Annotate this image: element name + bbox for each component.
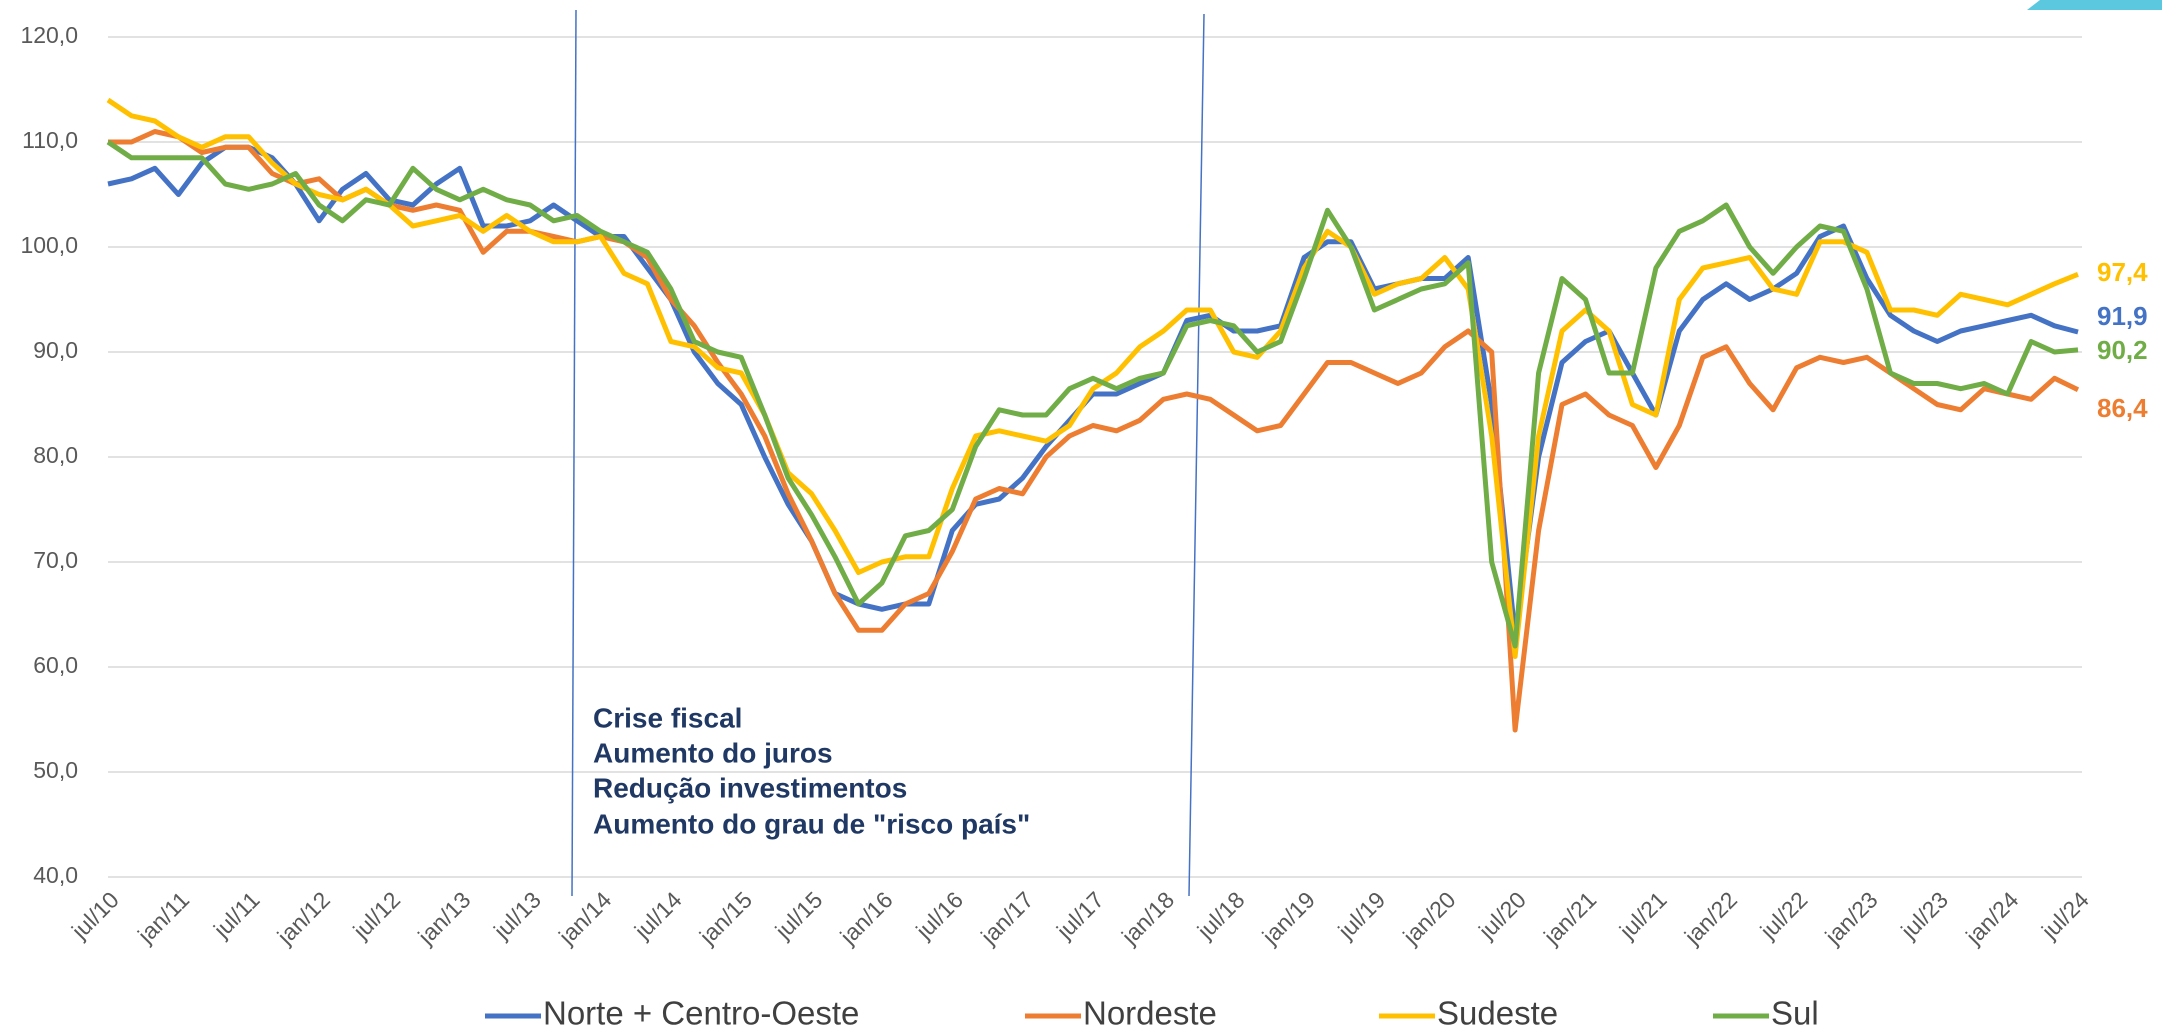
y-tick-label: 90,0 bbox=[33, 337, 78, 363]
x-tick-label: jan/17 bbox=[975, 886, 1038, 949]
annotation: Redução investimentos bbox=[593, 772, 907, 803]
y-tick-label: 60,0 bbox=[33, 652, 78, 678]
series-line bbox=[107, 144, 2079, 638]
x-tick-label: jul/19 bbox=[1332, 886, 1390, 944]
x-tick-label: jan/16 bbox=[834, 886, 897, 949]
x-tick-label: jul/15 bbox=[769, 886, 827, 944]
legend-label: Sul bbox=[1771, 995, 1819, 1031]
x-tick-label: jan/22 bbox=[1679, 886, 1742, 949]
legend-label: Sudeste bbox=[1437, 995, 1558, 1031]
x-tick-label: jul/21 bbox=[1614, 886, 1672, 944]
y-tick-label: 50,0 bbox=[33, 757, 78, 783]
series-line bbox=[108, 129, 2080, 733]
x-tick-label: jul/18 bbox=[1192, 886, 1250, 944]
annotation: Aumento do juros bbox=[593, 737, 833, 768]
x-tick-label: jan/19 bbox=[1256, 886, 1319, 949]
x-tick-label: jan/24 bbox=[1960, 886, 2024, 950]
corner-decoration bbox=[2027, 0, 2162, 10]
x-tick-label: jul/11 bbox=[208, 886, 265, 943]
y-tick-label: 120,0 bbox=[20, 22, 78, 48]
legend-label: Nordeste bbox=[1083, 995, 1217, 1031]
annotation: Crise fiscal bbox=[593, 702, 742, 733]
x-tick-label: jul/23 bbox=[1895, 886, 1953, 944]
event-line bbox=[1188, 13, 1205, 897]
y-tick-label: 110,0 bbox=[22, 127, 78, 153]
x-tick-label: jul/16 bbox=[910, 886, 968, 944]
y-tick-label: 40,0 bbox=[33, 862, 78, 888]
x-tick-label: jul/12 bbox=[347, 886, 405, 944]
x-tick-label: jul/22 bbox=[1754, 886, 1812, 944]
end-value-label: 86,4 bbox=[2097, 393, 2148, 423]
series-line bbox=[106, 139, 2079, 649]
x-tick-label: jul/20 bbox=[1473, 886, 1531, 944]
x-tick-label: jan/23 bbox=[1819, 886, 1882, 949]
series-line bbox=[106, 97, 2079, 659]
annotation: Aumento do grau de "risco país" bbox=[593, 808, 1030, 839]
x-tick-label: jan/20 bbox=[1397, 886, 1460, 949]
end-value-label: 90,2 bbox=[2097, 335, 2148, 365]
end-value-label: 97,4 bbox=[2097, 257, 2148, 287]
x-tick-label: jan/12 bbox=[271, 886, 334, 949]
legend-label: Norte + Centro-Oeste bbox=[543, 995, 859, 1031]
x-tick-label: jan/14 bbox=[553, 886, 617, 950]
x-tick-label: jul/13 bbox=[488, 886, 546, 944]
y-tick-label: 70,0 bbox=[33, 547, 78, 573]
x-tick-label: jul/10 bbox=[66, 886, 124, 944]
x-tick-label: jul/17 bbox=[1051, 886, 1109, 944]
end-value-label: 91,9 bbox=[2097, 301, 2148, 331]
x-tick-label: jan/11 bbox=[132, 886, 194, 948]
y-tick-label: 100,0 bbox=[20, 232, 78, 258]
x-tick-label: jan/21 bbox=[1538, 886, 1601, 949]
x-tick-label: jan/18 bbox=[1116, 886, 1179, 949]
y-tick-label: 80,0 bbox=[33, 442, 78, 468]
x-tick-label: jan/13 bbox=[412, 886, 475, 949]
x-tick-label: jul/24 bbox=[2036, 886, 2094, 944]
x-tick-label: jul/14 bbox=[629, 886, 687, 944]
event-line bbox=[571, 9, 577, 897]
x-tick-label: jan/15 bbox=[694, 886, 757, 949]
